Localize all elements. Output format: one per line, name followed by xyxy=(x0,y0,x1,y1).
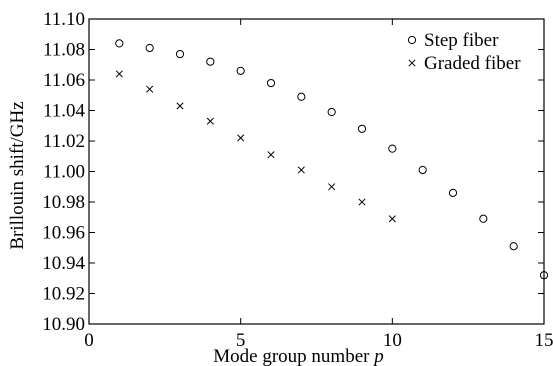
step-fiber-point xyxy=(115,39,124,48)
cross-stroke xyxy=(146,85,154,93)
y-tick-label: 11.06 xyxy=(43,70,85,91)
y-tick-label: 10.96 xyxy=(42,223,85,244)
graded-fiber-point xyxy=(297,166,305,174)
x-axis-title-variable: p xyxy=(372,346,384,366)
step-fiber-point xyxy=(175,49,185,59)
legend-label-step-fiber: Step fiber xyxy=(424,30,499,51)
step-fiber-point xyxy=(206,57,215,66)
x-axis-ticks xyxy=(88,19,545,324)
cross-stroke xyxy=(206,117,214,125)
graded-fiber-point xyxy=(358,198,366,206)
step-fiber-point xyxy=(297,92,306,101)
x-tick-label: 5 xyxy=(236,330,246,351)
step-fiber-point xyxy=(236,66,245,75)
step-fiber-point xyxy=(266,78,276,88)
cross-stroke xyxy=(237,134,245,142)
y-axis-tick-labels: 10.90 10.92 10.94 10.96 10.98 11.00 11.02 11.04… xyxy=(42,9,85,335)
cross-stroke xyxy=(176,102,184,110)
graded-fiber-point xyxy=(115,70,123,78)
y-tick-label: 10.98 xyxy=(42,192,85,213)
cross-stroke xyxy=(115,70,123,78)
y-axis-title: Brillouin shift/GHz xyxy=(7,101,28,249)
y-tick-label: 11.04 xyxy=(43,101,86,122)
legend-label-graded-fiber: Graded fiber xyxy=(424,53,521,74)
x-axis-tick-labels: 0 5 10 15 xyxy=(84,330,553,351)
step-fiber-point xyxy=(145,43,154,53)
graded-fiber-point xyxy=(146,85,154,93)
series-step-fiber xyxy=(115,39,549,280)
step-fiber-point xyxy=(539,271,549,280)
y-tick-label: 11.10 xyxy=(43,9,85,30)
step-fiber-point xyxy=(418,165,427,175)
legend-marker-graded-fiber xyxy=(408,59,416,67)
series-graded-fiber xyxy=(115,70,396,223)
cross-stroke xyxy=(388,215,396,223)
cross-stroke xyxy=(358,198,366,206)
y-tick-label: 10.92 xyxy=(42,284,85,305)
legend-marker-step-fiber xyxy=(407,35,417,45)
graded-fiber-point xyxy=(206,117,214,125)
graded-fiber-point xyxy=(267,151,275,159)
y-tick-label: 11.00 xyxy=(43,162,85,183)
cross-stroke xyxy=(408,59,416,67)
step-fiber-point xyxy=(448,188,458,197)
cross-stroke xyxy=(267,151,275,159)
graded-fiber-point xyxy=(176,102,184,110)
graded-fiber-point xyxy=(388,215,396,223)
y-tick-label: 11.02 xyxy=(43,131,85,152)
step-fiber-point xyxy=(509,242,518,251)
y-tick-label: 10.94 xyxy=(42,253,85,274)
x-tick-label: 0 xyxy=(84,330,94,351)
series-layer xyxy=(115,39,549,280)
x-axis-title: Mode group number p xyxy=(213,346,383,366)
cross-stroke xyxy=(328,183,336,191)
step-fiber-point xyxy=(327,107,336,117)
y-axis-ticks xyxy=(89,18,544,325)
graded-fiber-point xyxy=(328,183,336,191)
cross-stroke xyxy=(297,166,305,174)
y-tick-label: 10.90 xyxy=(42,314,85,335)
y-tick-label: 11.08 xyxy=(43,40,85,61)
x-tick-label: 10 xyxy=(383,330,402,351)
x-axis-title-main: Mode group number xyxy=(213,346,374,366)
x-tick-label: 15 xyxy=(535,330,553,351)
step-fiber-point xyxy=(479,214,488,223)
graded-fiber-point xyxy=(237,134,245,142)
step-fiber-point xyxy=(388,144,397,153)
step-fiber-point xyxy=(357,124,367,133)
